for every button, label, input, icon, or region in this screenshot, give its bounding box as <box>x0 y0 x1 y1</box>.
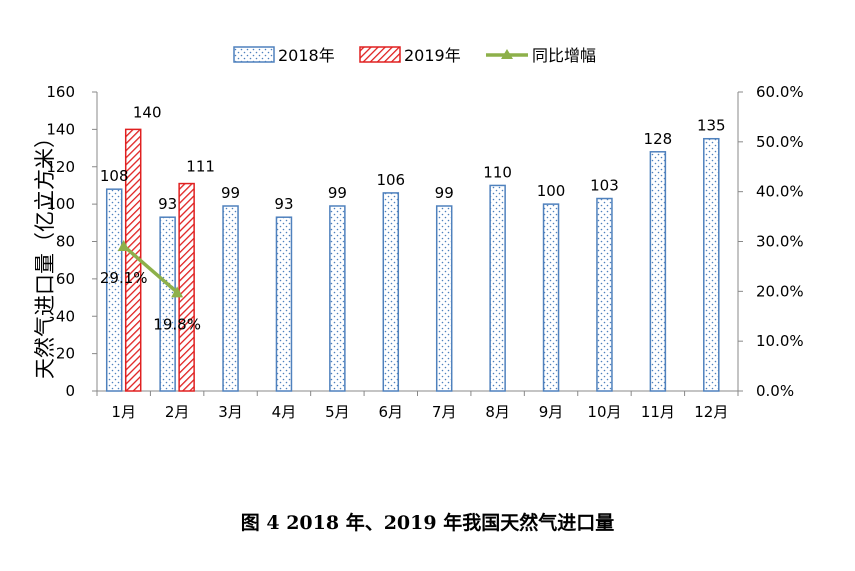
legend-swatch-2019 <box>359 46 401 63</box>
bar-2018 <box>382 192 400 392</box>
y-tick-label: 40 <box>56 307 75 325</box>
bar-2018 <box>596 197 613 392</box>
bar-2018 <box>542 203 560 392</box>
data-label-2019: 111 <box>186 158 215 176</box>
data-label-2018: 99 <box>435 184 454 202</box>
growth-label: 19.8% <box>153 315 201 333</box>
legend-swatch-2018 <box>233 46 275 63</box>
data-label-2018: 108 <box>100 167 129 185</box>
y-tick-label: 20 <box>56 345 75 363</box>
x-tick-label: 8月 <box>485 403 510 421</box>
data-label-2018: 99 <box>221 184 240 202</box>
growth-line <box>117 239 184 298</box>
x-tick-label: 4月 <box>272 403 297 421</box>
x-tick-label: 1月 <box>111 403 136 421</box>
bar-2018 <box>275 216 293 392</box>
y2-axis-ticks: 0.0% 10.0% 20.0% 30.0% 40.0% 50.0% 60.0% <box>738 83 804 400</box>
bar-2018 <box>222 205 239 392</box>
data-label-2018: 93 <box>158 195 177 213</box>
data-label-2018: 103 <box>590 177 619 195</box>
x-tick-label: 6月 <box>379 403 404 421</box>
bar-2018 <box>105 188 123 392</box>
bar-2018 <box>435 205 453 392</box>
data-label-2018: 99 <box>328 184 347 202</box>
y-tick-label: 100 <box>46 195 75 213</box>
y-tick-label: 0 <box>65 382 75 400</box>
figure-caption: 图 4 2018 年、2019 年我国天然气进口量 <box>240 512 615 534</box>
bar-2019 <box>178 182 195 392</box>
bar-2018 <box>649 151 667 392</box>
legend-item-growth: 同比增幅 <box>486 46 596 65</box>
y2-tick-label: 30.0% <box>756 233 804 251</box>
growth-label: 29.1% <box>100 269 148 287</box>
x-tick-label: 3月 <box>218 403 243 421</box>
legend-marker-growth <box>501 49 513 59</box>
legend: 2018年 2019年 同比增幅 <box>233 46 596 65</box>
y-tick-label: 160 <box>46 83 75 101</box>
data-label-2018: 106 <box>376 171 405 189</box>
x-axis-ticks: 1月 2月 3月 4月 5月 6月 7月 8月 9月 10月 11月 12月 <box>96 391 739 421</box>
legend-item-2019: 2019年 <box>359 46 461 65</box>
bar-2018 <box>489 184 506 392</box>
x-tick-label: 11月 <box>641 403 675 421</box>
y2-tick-label: 0.0% <box>756 382 794 400</box>
bar-2018 <box>159 216 176 392</box>
legend-label-2019: 2019年 <box>404 46 461 65</box>
y2-tick-label: 20.0% <box>756 282 804 300</box>
data-label-2018: 128 <box>644 130 673 148</box>
y2-tick-label: 50.0% <box>756 133 804 151</box>
x-tick-label: 9月 <box>539 403 564 421</box>
y-tick-label: 120 <box>46 158 75 176</box>
chart: 2018年 2019年 同比增幅 天然气进口量（亿立方米） 0 20 40 60 80 1… <box>33 46 804 421</box>
legend-item-2018: 2018年 <box>233 46 335 65</box>
legend-label-growth: 同比增幅 <box>532 46 596 65</box>
y-tick-label: 80 <box>56 233 75 251</box>
y-axis-title: 天然气进口量（亿立方米） <box>33 127 57 379</box>
legend-label-2018: 2018年 <box>278 46 335 65</box>
data-labels: 108 140 93 111 99 93 99 106 99 110 100 103 128 135 29.… <box>100 103 726 333</box>
y-tick-label: 140 <box>46 120 75 138</box>
growth-marker <box>117 239 130 251</box>
data-label-2018: 93 <box>274 195 293 213</box>
x-tick-label: 12月 <box>694 403 728 421</box>
y2-tick-label: 10.0% <box>756 332 804 350</box>
bars <box>105 128 720 392</box>
data-label-2018: 110 <box>483 163 512 181</box>
y-axis-ticks: 0 20 40 60 80 100 120 140 160 <box>46 83 97 400</box>
x-tick-label: 2月 <box>165 403 190 421</box>
bar-2018 <box>703 137 720 392</box>
data-label-2019: 140 <box>133 103 162 121</box>
growth-marker <box>171 286 184 298</box>
data-label-2018: 100 <box>537 182 566 200</box>
x-tick-label: 7月 <box>432 403 457 421</box>
bar-2018 <box>329 205 346 392</box>
y2-tick-label: 60.0% <box>756 83 804 101</box>
growth-polyline <box>122 244 179 294</box>
y2-tick-label: 40.0% <box>756 183 804 201</box>
x-tick-label: 5月 <box>325 403 350 421</box>
y-tick-label: 60 <box>56 270 75 288</box>
data-label-2018: 135 <box>697 117 726 135</box>
x-tick-label: 10月 <box>587 403 621 421</box>
